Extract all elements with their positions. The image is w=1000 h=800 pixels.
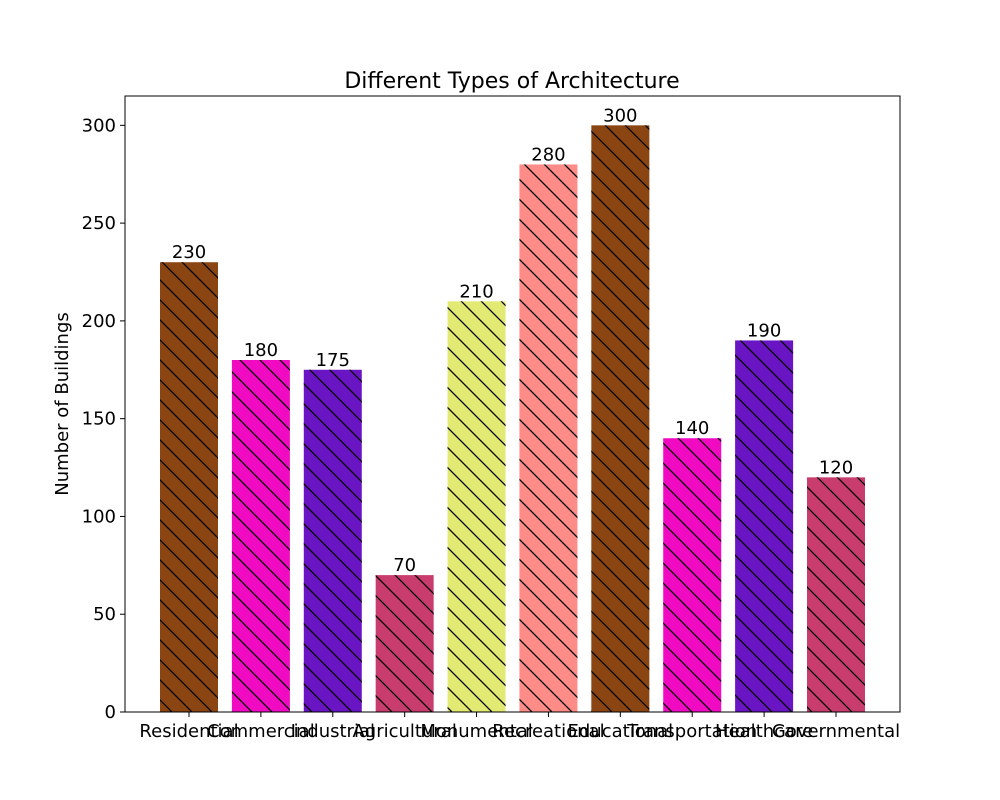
data-label-educational: 300 [603, 105, 637, 126]
data-label-industrial: 175 [316, 350, 350, 371]
y-tick-label: 150 [82, 409, 116, 430]
bar-hatch-governmental [807, 477, 865, 712]
bars-group [160, 125, 865, 713]
bar-hatch-transportation [663, 438, 722, 712]
data-label-governmental: 120 [819, 457, 853, 478]
data-label-monumental: 210 [459, 281, 493, 302]
plot-frame [124, 95, 901, 713]
y-tick-label: 50 [93, 604, 116, 625]
y-tick-label: 0 [105, 702, 116, 723]
y-tick-label: 200 [82, 311, 116, 332]
x-tick-label-recreational: Recreational [492, 721, 604, 742]
data-label-healthcare: 190 [747, 320, 781, 341]
y-tick-label: 250 [82, 213, 116, 234]
x-axis: ResidentialCommercialIndustrialAgricultu… [139, 712, 900, 742]
x-tick-label-governmental: Governmental [772, 721, 900, 742]
data-label-commercial: 180 [244, 340, 278, 361]
y-tick-label: 300 [82, 115, 116, 136]
x-tick-label-transportation: Transportation [626, 721, 757, 742]
x-tick-label-industrial: Industrial [291, 721, 375, 742]
bar-hatch-monumental [447, 301, 506, 712]
bar-hatch-recreational [519, 164, 578, 712]
data-label-residential: 230 [172, 242, 206, 263]
y-axis: 0 50 100 150 200 250 300 [82, 115, 125, 723]
bar-hatch-residential [160, 262, 218, 712]
bar-hatch-agricultural [375, 575, 434, 712]
chart-title: Different Types of Architecture [344, 69, 679, 94]
x-tick-label-residential: Residential [139, 721, 238, 742]
bar-hatch-industrial [303, 369, 362, 712]
y-tick-label: 100 [82, 506, 116, 527]
y-axis-label: Number of Buildings [52, 312, 73, 496]
data-label-transportation: 140 [675, 418, 709, 439]
data-label-recreational: 280 [531, 144, 565, 165]
bar-hatch-healthcare [735, 340, 794, 712]
x-tick-label-commercial: Commercial [207, 721, 315, 742]
bar-hatch-commercial [231, 360, 290, 712]
x-tick-label-monumental: Monumental [420, 721, 532, 742]
x-tick-label-agricultural: Agricultural [352, 721, 456, 742]
x-tick-label-educational: Educational [568, 721, 674, 742]
x-tick-label-healthcare: Healthcare [715, 721, 813, 742]
data-labels-group: 230 180 175 70 210 280 300 140 190 120 [172, 105, 853, 576]
data-label-agricultural: 70 [393, 555, 416, 576]
bar-hatch-educational [591, 125, 650, 713]
